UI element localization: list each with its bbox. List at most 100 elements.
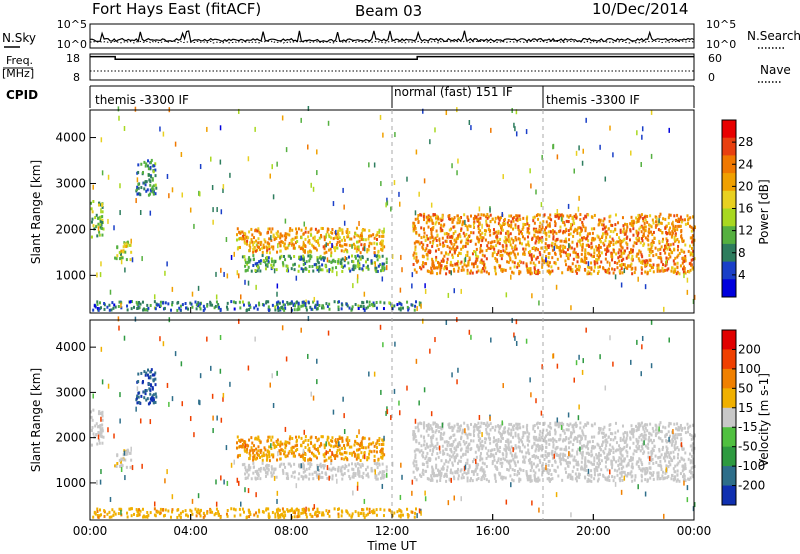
power-echo bbox=[343, 264, 346, 268]
power-echo bbox=[134, 106, 137, 112]
velocity-echo bbox=[340, 466, 343, 470]
power-echo bbox=[593, 269, 596, 273]
velocity-echo bbox=[567, 437, 570, 441]
velocity-echo bbox=[273, 467, 276, 471]
power-echo bbox=[507, 230, 510, 234]
velocity-echo bbox=[451, 471, 454, 475]
power-echo bbox=[457, 269, 460, 273]
power-echo bbox=[663, 268, 666, 272]
power-echo bbox=[579, 218, 582, 222]
power-echo bbox=[545, 233, 548, 237]
power-echo bbox=[493, 231, 496, 235]
power-echo bbox=[377, 264, 380, 268]
velocity-echo bbox=[470, 439, 473, 443]
velocity-echo bbox=[270, 446, 273, 450]
velocity-echo bbox=[503, 447, 506, 451]
power-echo bbox=[302, 254, 305, 258]
velocity-echo bbox=[439, 450, 442, 454]
velocity-echo bbox=[271, 435, 274, 439]
velocity-echo bbox=[598, 429, 601, 433]
power-echo bbox=[538, 251, 541, 255]
velocity-echo bbox=[420, 444, 423, 448]
power-echo bbox=[223, 271, 225, 277]
velocity-echo bbox=[618, 444, 621, 448]
velocity-echo bbox=[546, 477, 549, 481]
power-echo bbox=[506, 232, 509, 236]
power-echo bbox=[356, 233, 359, 237]
velocity-echo bbox=[686, 422, 689, 426]
power-echo bbox=[573, 221, 576, 225]
velocity-echo bbox=[506, 468, 509, 472]
velocity-echo bbox=[533, 430, 536, 434]
velocity-echo bbox=[538, 438, 541, 442]
power-echo bbox=[554, 213, 557, 217]
velocity-echo bbox=[464, 432, 467, 436]
power-echo bbox=[285, 269, 288, 273]
power-echo bbox=[649, 224, 652, 228]
power-echo bbox=[421, 245, 424, 249]
velocity-echo bbox=[376, 439, 379, 443]
power-echo bbox=[629, 250, 632, 254]
power-echo bbox=[499, 237, 502, 241]
power-echo bbox=[652, 221, 655, 225]
power-echo bbox=[289, 227, 292, 231]
velocity-echo bbox=[507, 438, 510, 442]
power-echo bbox=[477, 255, 480, 259]
velocity-echo bbox=[308, 477, 311, 481]
power-echo bbox=[413, 256, 416, 260]
velocity-echo bbox=[467, 470, 470, 474]
velocity-echo bbox=[425, 455, 428, 459]
velocity-echo bbox=[465, 472, 468, 476]
power-echo bbox=[614, 241, 617, 245]
power-echo bbox=[381, 276, 384, 282]
velocity-echo bbox=[302, 457, 305, 461]
power-echo bbox=[313, 238, 316, 242]
power-echo bbox=[584, 229, 587, 233]
power-echo bbox=[116, 254, 119, 258]
velocity-echo bbox=[98, 441, 101, 445]
power-echo bbox=[454, 262, 457, 266]
power-echo bbox=[491, 252, 494, 256]
power-echo bbox=[607, 227, 610, 231]
power-echo bbox=[662, 269, 665, 273]
power-echo bbox=[526, 215, 529, 219]
power-echo bbox=[665, 259, 668, 265]
velocity-echo bbox=[278, 449, 281, 453]
velocity-echo bbox=[265, 458, 268, 462]
velocity-echo bbox=[443, 440, 446, 444]
power-echo bbox=[508, 224, 511, 228]
velocity-echo bbox=[368, 449, 371, 453]
velocity-echo bbox=[324, 452, 327, 456]
power-echo bbox=[442, 244, 445, 248]
power-echo bbox=[483, 229, 486, 233]
power-echo bbox=[641, 126, 644, 132]
power-echo bbox=[584, 258, 587, 262]
velocity-echo bbox=[443, 462, 446, 466]
power-echo bbox=[373, 241, 376, 245]
power-echo bbox=[445, 267, 448, 271]
power-echo bbox=[481, 223, 483, 229]
velocity-echo bbox=[668, 455, 671, 459]
power-echo bbox=[457, 158, 459, 164]
power-echo bbox=[642, 243, 645, 247]
power-echo bbox=[535, 189, 537, 195]
power-echo bbox=[676, 270, 679, 274]
velocity-echo bbox=[101, 418, 104, 422]
velocity-echo bbox=[578, 473, 581, 477]
velocity-echo bbox=[655, 428, 658, 432]
power-echo bbox=[284, 258, 287, 262]
power-echo bbox=[366, 248, 369, 252]
velocity-echo bbox=[603, 425, 606, 429]
power-echo bbox=[256, 261, 259, 265]
velocity-echo bbox=[664, 471, 667, 475]
power-echo bbox=[344, 248, 347, 252]
velocity-echo bbox=[363, 436, 366, 440]
power-echo bbox=[522, 261, 525, 265]
power-echo bbox=[580, 238, 583, 242]
velocity-echo bbox=[547, 431, 550, 435]
velocity-echo bbox=[294, 449, 297, 453]
power-echo bbox=[453, 288, 456, 294]
power-echo bbox=[381, 248, 384, 252]
power-echo bbox=[331, 266, 334, 270]
power-echo bbox=[393, 180, 396, 186]
